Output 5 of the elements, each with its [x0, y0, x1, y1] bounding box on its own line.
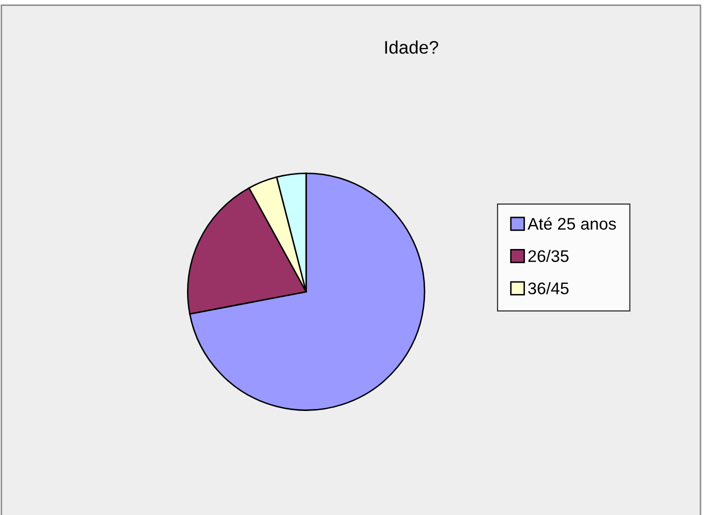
legend-label: 36/45	[528, 282, 569, 294]
legend-label: 26/35	[528, 250, 569, 262]
pie-slice	[189, 172, 426, 411]
legend-label: Até 25 anos	[528, 217, 616, 230]
chart-title: Idade?	[385, 40, 438, 54]
